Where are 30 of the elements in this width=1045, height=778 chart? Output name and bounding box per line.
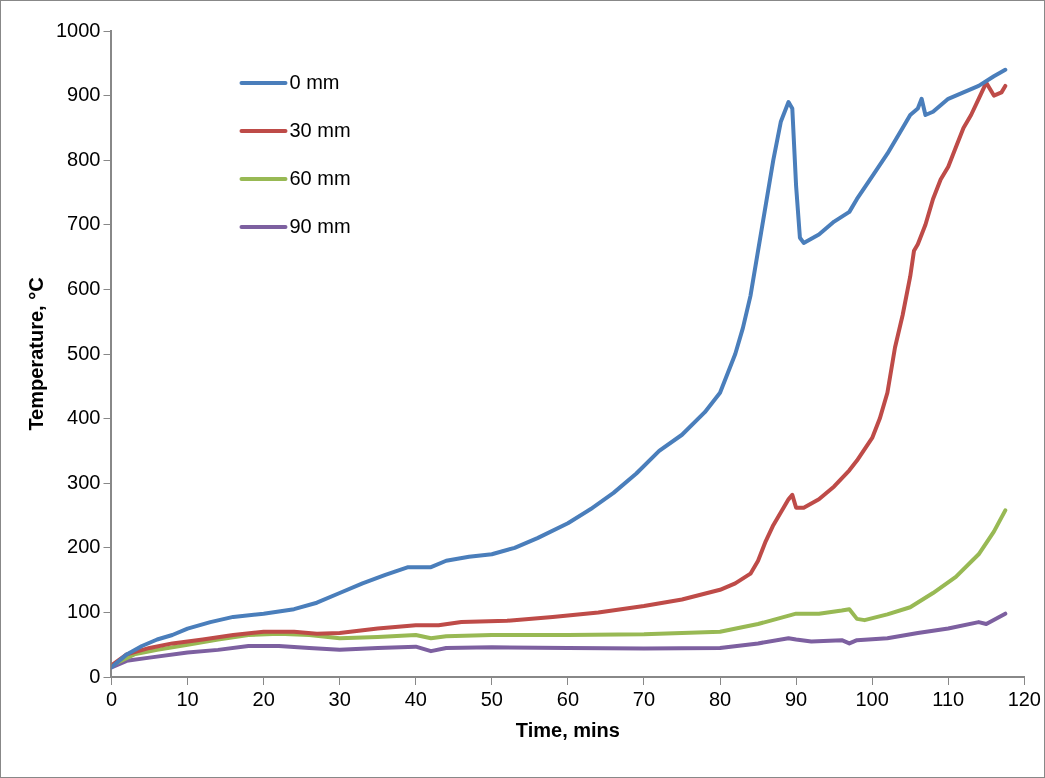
y-axis-title: Temperature, °C: [24, 277, 47, 431]
x-tick-label: 40: [404, 687, 427, 710]
y-tick-label: 0: [89, 664, 101, 687]
y-tick-label: 700: [67, 212, 101, 235]
y-tick-label: 1000: [55, 18, 101, 41]
x-tick-label: 60: [556, 687, 580, 710]
x-tick-label: 120: [1007, 687, 1041, 710]
x-tick-label: 90: [784, 687, 808, 710]
x-tick-label: 50: [480, 687, 503, 710]
x-tick-label: 20: [252, 687, 275, 710]
y-tick-label: 400: [67, 406, 101, 429]
y-tick-label: 600: [67, 276, 101, 299]
x-tick-label: 30: [328, 687, 351, 710]
x-tick-label: 10: [176, 687, 199, 710]
y-tick-label: 800: [67, 147, 101, 170]
y-tick-label: 200: [67, 535, 101, 558]
legend-label: 60 mm: [289, 166, 351, 189]
x-tick-label: 110: [932, 687, 965, 710]
y-tick-label: 300: [67, 470, 101, 493]
legend-label: 30 mm: [289, 118, 351, 141]
y-tick-label: 500: [67, 341, 101, 364]
legend-label: 90 mm: [289, 214, 351, 237]
x-axis-title: Time, mins: [515, 718, 620, 741]
x-tick-label: 80: [708, 687, 732, 710]
y-tick-label: 900: [67, 83, 101, 106]
x-tick-label: 0: [105, 687, 118, 710]
x-tick-label: 70: [632, 687, 656, 710]
x-tick-label: 100: [855, 687, 889, 710]
legend-label: 0 mm: [289, 70, 340, 93]
y-tick-label: 100: [67, 599, 101, 622]
